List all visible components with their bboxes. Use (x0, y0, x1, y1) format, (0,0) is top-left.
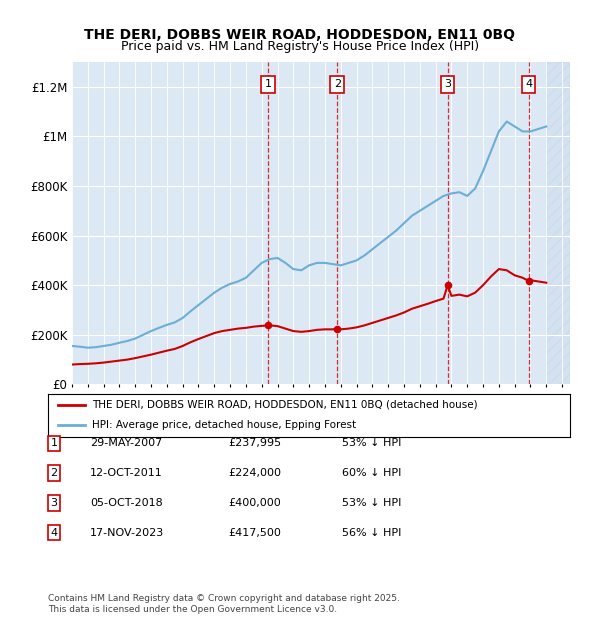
Text: 60% ↓ HPI: 60% ↓ HPI (342, 468, 401, 478)
Text: 3: 3 (444, 79, 451, 89)
Text: 05-OCT-2018: 05-OCT-2018 (90, 498, 163, 508)
Text: 1: 1 (50, 438, 58, 448)
Text: 2: 2 (50, 468, 58, 478)
Text: 29-MAY-2007: 29-MAY-2007 (90, 438, 162, 448)
Text: THE DERI, DOBBS WEIR ROAD, HODDESDON, EN11 0BQ (detached house): THE DERI, DOBBS WEIR ROAD, HODDESDON, EN… (92, 399, 478, 410)
Text: THE DERI, DOBBS WEIR ROAD, HODDESDON, EN11 0BQ: THE DERI, DOBBS WEIR ROAD, HODDESDON, EN… (85, 28, 515, 42)
Text: HPI: Average price, detached house, Epping Forest: HPI: Average price, detached house, Eppi… (92, 420, 356, 430)
Text: 2: 2 (334, 79, 341, 89)
Point (443, 280, 452, 290)
Text: £224,000: £224,000 (228, 468, 281, 478)
Text: Price paid vs. HM Land Registry's House Price Index (HPI): Price paid vs. HM Land Registry's House … (121, 40, 479, 53)
Text: 1: 1 (265, 79, 272, 89)
Text: 53% ↓ HPI: 53% ↓ HPI (342, 438, 401, 448)
Text: £237,995: £237,995 (228, 438, 281, 448)
Text: 3: 3 (50, 498, 58, 508)
Point (524, 276, 533, 286)
Text: 17-NOV-2023: 17-NOV-2023 (90, 528, 164, 538)
Text: £417,500: £417,500 (228, 528, 281, 538)
Bar (546, 62, 570, 384)
Point (263, 321, 273, 330)
Text: 4: 4 (50, 528, 58, 538)
Text: £400,000: £400,000 (228, 498, 281, 508)
Point (332, 324, 342, 334)
Text: 4: 4 (525, 79, 532, 89)
Text: Contains HM Land Registry data © Crown copyright and database right 2025.
This d: Contains HM Land Registry data © Crown c… (48, 595, 400, 614)
Text: 56% ↓ HPI: 56% ↓ HPI (342, 528, 401, 538)
Text: 12-OCT-2011: 12-OCT-2011 (90, 468, 163, 478)
Text: 53% ↓ HPI: 53% ↓ HPI (342, 498, 401, 508)
